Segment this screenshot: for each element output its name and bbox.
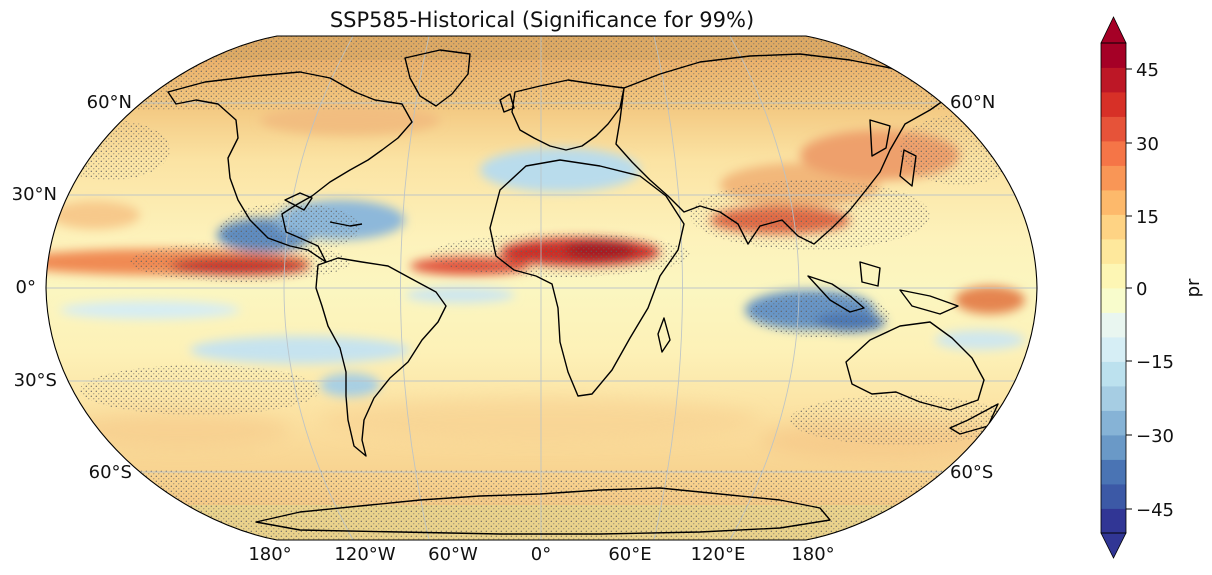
colorbar-tick-label: −30 [1136,426,1174,447]
colorbar-segment [1101,386,1126,411]
lat-label-left: 0° [16,277,36,298]
lon-label: 60°E [608,544,651,565]
colorbar-segment [1101,165,1126,191]
lat-label-left: 30°N [12,184,57,205]
coastlines [167,49,999,535]
colorbar [1100,16,1127,559]
lat-label-left: 30°S [14,370,57,391]
colorbar-segment [1101,508,1126,534]
lat-label-right: 60°S [950,462,993,483]
colorbar-ticks: 45 30 15 0 −15 −30 −45 [1126,60,1174,521]
colorbar-segment [1101,92,1126,117]
lon-label: 120°W [334,544,395,565]
colorbar-segment [1101,141,1126,166]
colorbar-label: pr [1183,278,1204,297]
colorbar-tick-label: −15 [1136,352,1174,373]
map-title: SSP585-Historical (Significance for 99%) [330,8,754,32]
colorbar-segment [1101,337,1126,362]
colorbar-segment [1101,190,1126,215]
colorbar-segment [1101,214,1126,240]
colorbar-segment [1101,410,1126,436]
colorbar-tick-label: −45 [1136,500,1174,521]
colorbar-segment [1101,263,1126,289]
lon-label: 120°E [691,544,746,565]
colorbar-segment [1101,43,1126,68]
colorbar-segment [1101,116,1126,142]
colorbar-extend-max [1100,16,1127,44]
colorbar-segment [1101,484,1126,509]
graticule [46,36,1037,540]
colorbar-segment [1101,288,1126,313]
colorbar-segment [1101,459,1126,485]
colorbar-segment [1101,435,1126,460]
map-field [46,36,1037,540]
colorbar-tick-label: 30 [1136,134,1159,155]
lat-label-left: 60°S [89,462,132,483]
colorbar-extend-min [1100,532,1127,559]
latitude-labels-right: 60°N 60°S [950,92,995,483]
lat-label-right: 60°N [950,92,995,113]
latitude-labels-left: 60°N 30°N 0° 30°S 60°S [12,92,132,483]
colorbar-tick-label: 15 [1136,207,1159,228]
lon-label: 180° [791,544,834,565]
longitude-labels: 180° 120°W 60°W 0° 60°E 120°E 180° [248,544,834,565]
colorbar-tick-label: 45 [1136,60,1159,81]
colorbar-segment [1101,312,1126,338]
lat-label-left: 60°N [87,92,132,113]
colorbar-tick-label: 0 [1136,279,1147,300]
colorbar-segment [1101,361,1126,387]
lon-label: 0° [531,544,551,565]
lon-label: 60°W [428,544,478,565]
colorbar-segment [1101,67,1126,93]
colorbar-segment [1101,239,1126,264]
lon-label: 180° [248,544,291,565]
